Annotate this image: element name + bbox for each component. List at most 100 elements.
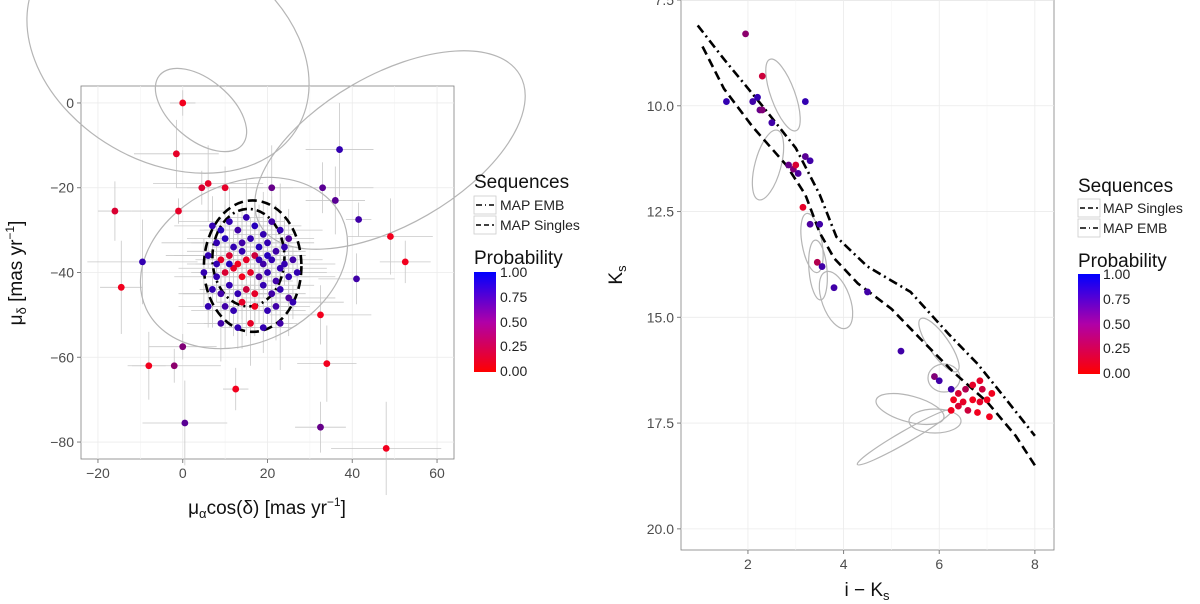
sequence-map-singles [701, 45, 1036, 467]
sequence-map-singles [202, 199, 303, 334]
data-point [242, 213, 250, 221]
data-point [111, 207, 119, 215]
data-point [969, 396, 977, 404]
data-point [255, 256, 263, 264]
left-legend: Sequences MAP EMB MAP Singles Probabilit… [473, 172, 580, 379]
data-point [785, 161, 792, 169]
right-y-axis-label: Ks [606, 265, 629, 285]
colorbar-label: 0.00 [1103, 365, 1130, 381]
data-point [242, 286, 250, 293]
data-point [331, 197, 339, 204]
data-point [259, 324, 267, 332]
legend-key-box [473, 215, 497, 235]
x-tick-label: 6 [935, 556, 943, 572]
data-point [276, 286, 284, 293]
left-uncertainty-ellipses [26, 0, 526, 350]
data-point [255, 243, 263, 251]
colorbar-label: 0.00 [500, 363, 527, 379]
data-point [988, 390, 996, 397]
data-point [234, 226, 242, 234]
data-point [198, 184, 206, 192]
data-point [758, 72, 766, 80]
data-point [950, 396, 957, 404]
data-point [276, 264, 284, 272]
x-tick-label: 4 [840, 556, 848, 572]
data-point [221, 184, 229, 192]
data-point [289, 298, 297, 306]
data-point [272, 277, 280, 285]
left-y-axis-label: μδ [mas yr−1] [3, 221, 29, 326]
data-point [285, 235, 293, 242]
data-point [947, 406, 955, 414]
data-point [355, 216, 363, 223]
data-point [272, 303, 280, 310]
uncertainty-ellipse [808, 239, 828, 301]
data-point [749, 98, 757, 105]
left-colorbar-labels: 1.00 0.75 0.50 0.25 0.00 [500, 264, 527, 379]
uncertainty-ellipse [818, 270, 854, 330]
colorbar-label: 0.75 [500, 289, 527, 305]
data-point [175, 207, 182, 215]
right-gridlines [681, 0, 1054, 550]
data-point [213, 273, 221, 281]
left-legend-item-singles: MAP Singles [500, 217, 580, 233]
data-point [272, 247, 280, 255]
right-panel: 2 4 6 8 7.5 10.0 12.5 15.0 17.5 20.0 i − Ks Ks [606, 0, 1055, 603]
data-point [225, 281, 233, 289]
data-point [230, 264, 237, 272]
data-point [238, 247, 246, 255]
data-point [319, 184, 327, 192]
data-point [382, 445, 390, 452]
colorbar-label: 0.25 [500, 338, 527, 354]
right-legend-item-emb: MAP EMB [1103, 220, 1167, 236]
data-point [864, 288, 871, 296]
left-legend-sequences-title: Sequences [474, 172, 569, 193]
left-legend-item-emb: MAP EMB [500, 197, 564, 213]
right-sequences [696, 24, 1036, 467]
data-point [208, 286, 216, 293]
data-point [317, 423, 324, 431]
data-point [983, 396, 991, 404]
probability-colorbar [1078, 274, 1100, 374]
data-point [758, 106, 766, 114]
data-point [217, 290, 225, 298]
data-point [268, 218, 276, 226]
left-sequences [202, 199, 303, 334]
y-tick-label: 10.0 [647, 98, 674, 114]
data-point [813, 258, 821, 266]
data-point [806, 220, 814, 228]
data-point [225, 252, 233, 259]
data-point [145, 362, 153, 370]
legend-key-box [473, 195, 497, 215]
data-point [264, 239, 271, 247]
data-point [234, 260, 242, 268]
data-point [818, 263, 826, 270]
data-point [962, 385, 969, 393]
data-point [281, 260, 288, 268]
data-point [204, 180, 212, 187]
right-legend-sequences-title: Sequences [1078, 176, 1173, 197]
y-tick-label: −40 [50, 265, 74, 281]
data-point [964, 406, 972, 414]
data-point [139, 258, 146, 266]
data-point [172, 150, 180, 158]
data-point [969, 381, 977, 389]
data-point [401, 258, 409, 266]
data-point [217, 226, 225, 234]
data-point [221, 269, 229, 276]
x-tick-label: 20 [260, 465, 276, 481]
x-tick-label: −20 [86, 465, 110, 481]
data-point [276, 226, 284, 234]
data-point [285, 273, 293, 281]
data-point [181, 419, 189, 427]
data-point [234, 290, 242, 298]
left-gridlines [81, 86, 454, 459]
y-tick-label: 17.5 [647, 415, 674, 431]
data-point [217, 256, 225, 264]
y-tick-label: −60 [50, 349, 74, 365]
data-point [179, 343, 187, 351]
data-point [986, 413, 993, 421]
data-point [264, 269, 271, 276]
data-point [768, 119, 776, 127]
